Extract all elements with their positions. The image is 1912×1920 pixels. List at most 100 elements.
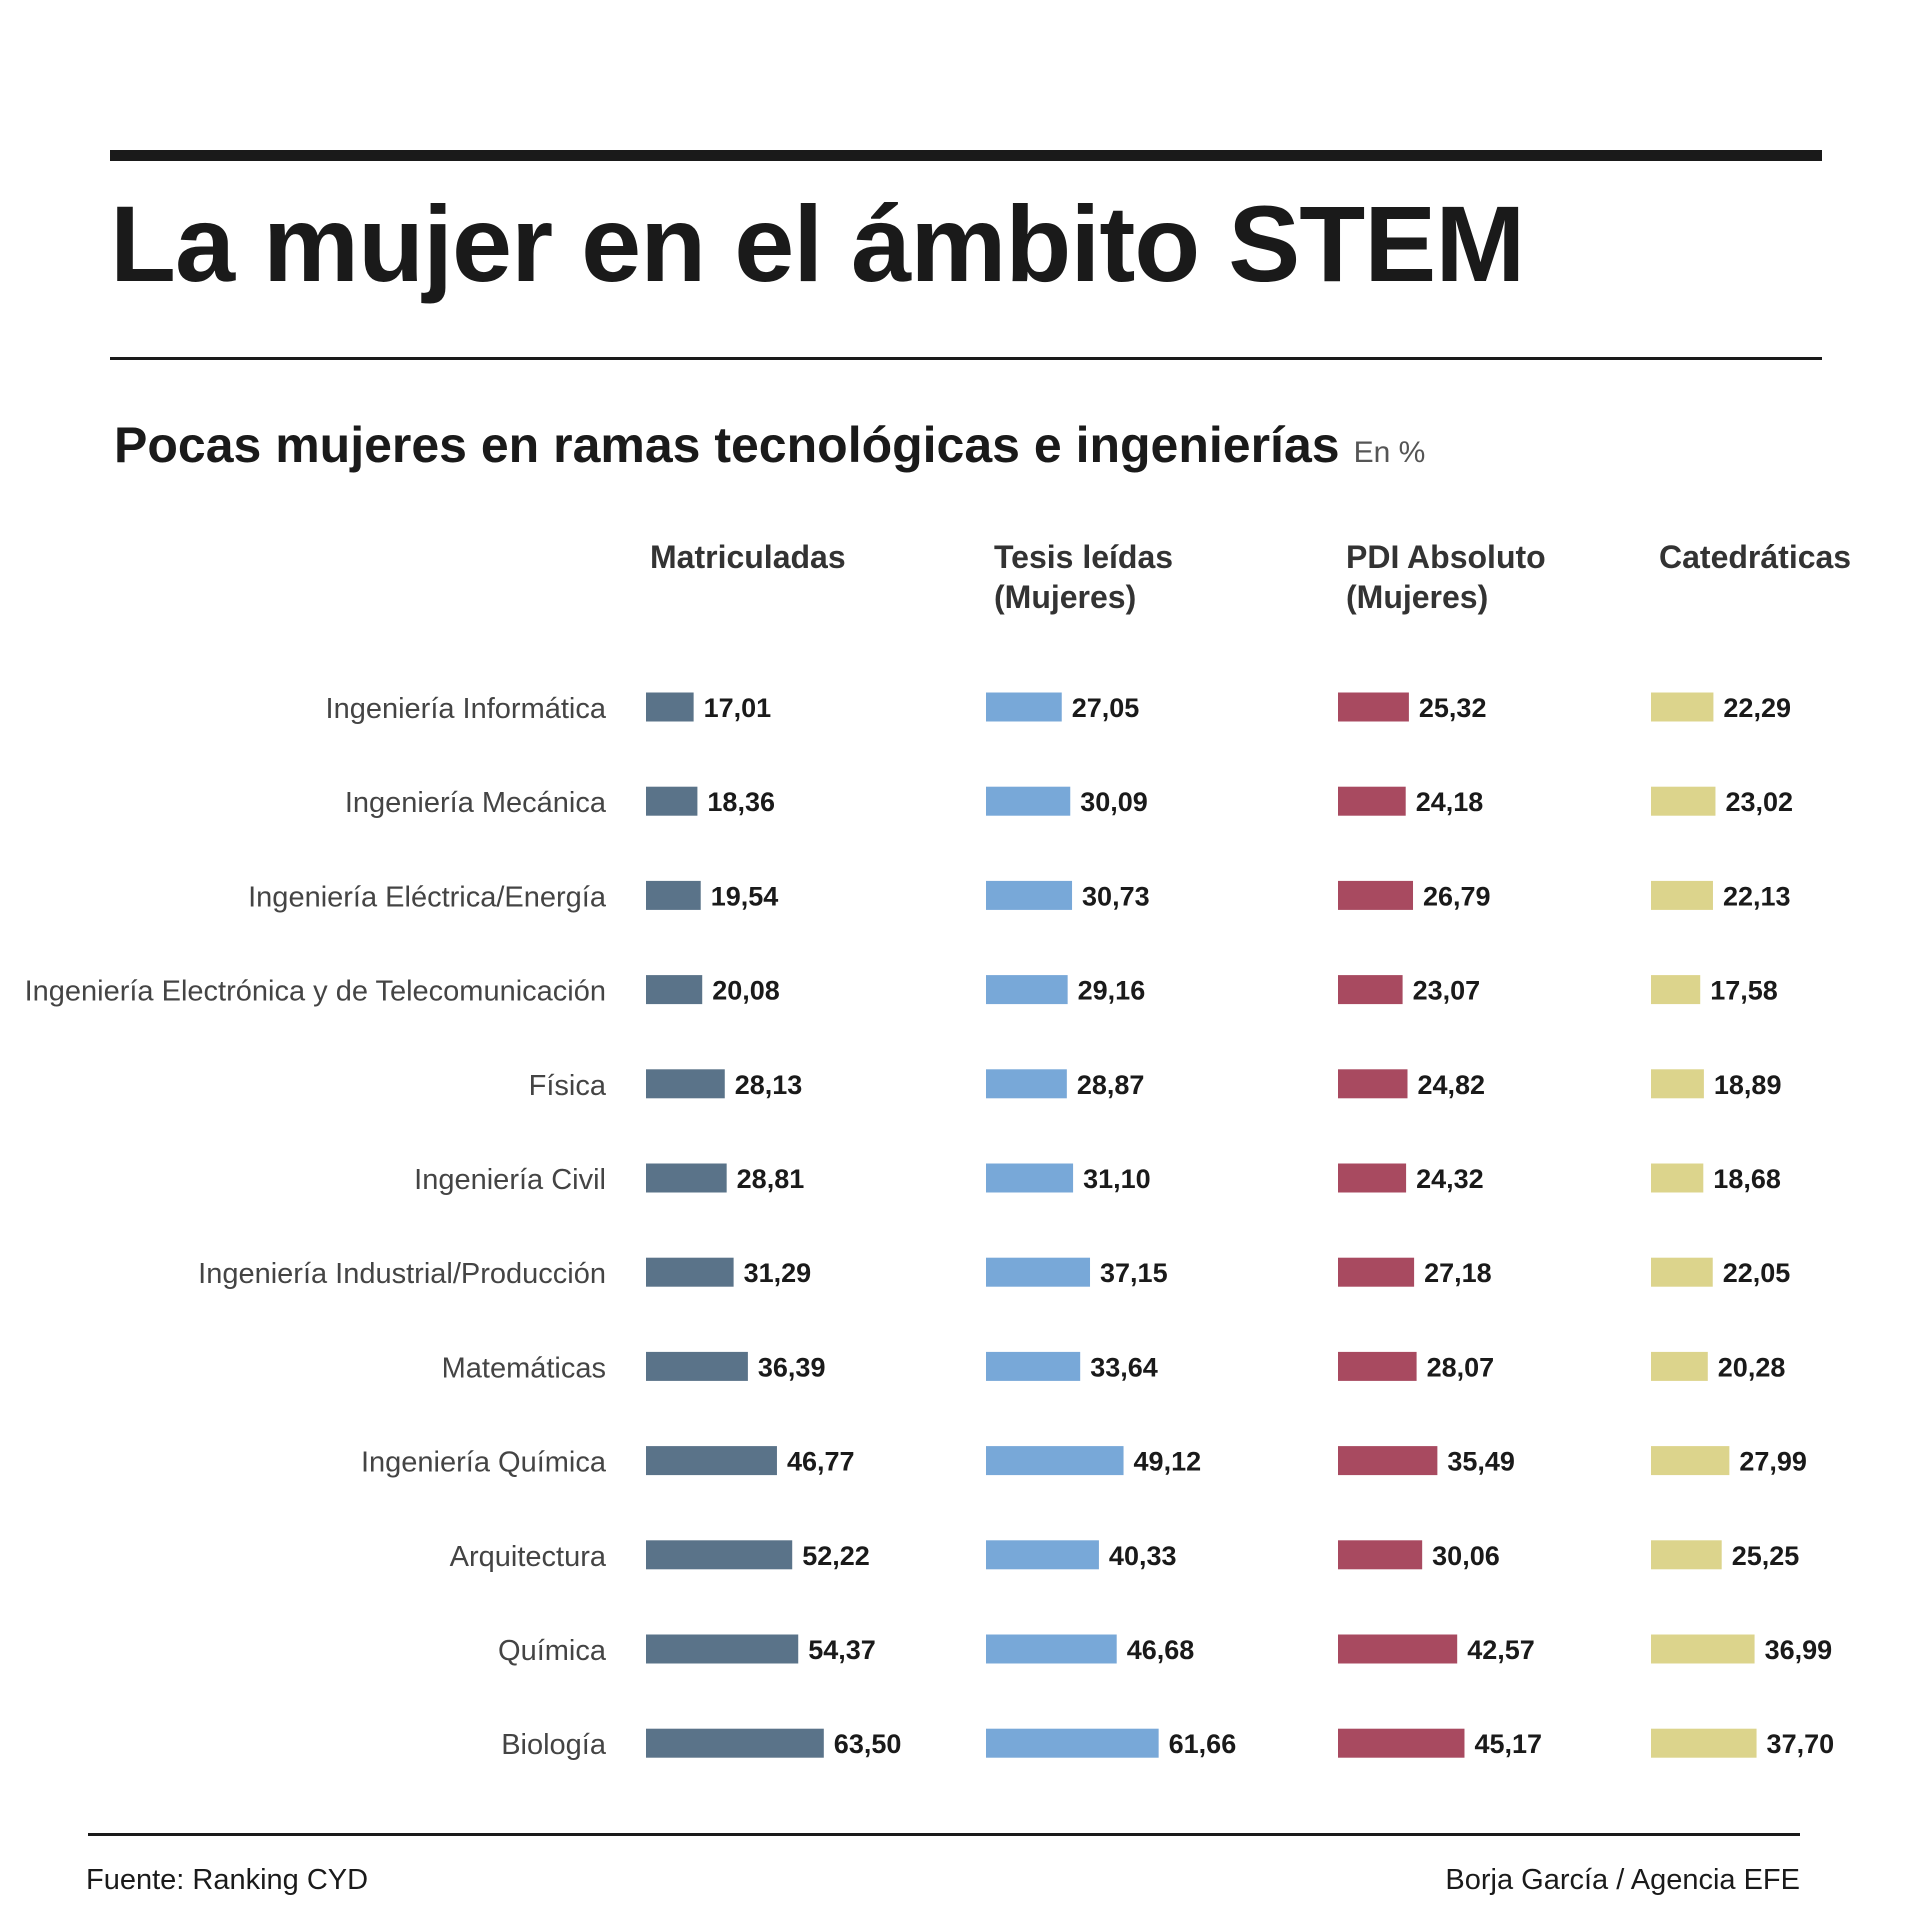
bar-value-label: 25,32	[1419, 693, 1487, 723]
category-label: Biología	[501, 1729, 607, 1761]
bar-value-label: 35,49	[1447, 1447, 1515, 1477]
bar-value-label: 17,01	[704, 693, 772, 723]
category-label: Matemáticas	[442, 1352, 606, 1384]
bar-value-label: 18,89	[1714, 1070, 1782, 1100]
bar	[1651, 1163, 1704, 1193]
bar-value-label: 30,09	[1080, 787, 1148, 817]
bar-value-label: 46,68	[1127, 1635, 1195, 1665]
bar	[1651, 1446, 1730, 1476]
chart-unit: En %	[1353, 436, 1426, 469]
bar-value-label: 40,33	[1109, 1541, 1177, 1571]
column-header: (Mujeres)	[994, 579, 1136, 615]
bar	[646, 1728, 824, 1758]
bottom-rule	[88, 1833, 1800, 1836]
bar	[646, 1163, 727, 1193]
bar-value-label: 20,28	[1718, 1352, 1786, 1382]
column-header: (Mujeres)	[1346, 579, 1488, 615]
bar	[986, 1257, 1091, 1287]
bar	[1651, 1634, 1755, 1664]
bar-value-label: 30,73	[1082, 881, 1150, 911]
bar	[1651, 975, 1701, 1005]
bar-value-label: 19,54	[711, 881, 779, 911]
bar-value-label: 24,32	[1416, 1164, 1484, 1194]
bar-value-label: 49,12	[1134, 1447, 1202, 1477]
bar	[986, 880, 1073, 910]
bar	[646, 1257, 734, 1287]
bar	[646, 880, 701, 910]
title-rule	[110, 357, 1822, 360]
bar	[1338, 1728, 1465, 1758]
bar-value-label: 52,22	[802, 1541, 870, 1571]
bar	[1338, 1163, 1407, 1193]
bar	[986, 1069, 1067, 1099]
bar-value-label: 36,39	[758, 1352, 826, 1382]
source-note: Fuente: Ranking CYD	[86, 1864, 369, 1896]
bar	[1338, 786, 1406, 816]
bar	[1338, 1540, 1423, 1570]
bar	[646, 1069, 725, 1099]
bar	[1338, 1634, 1458, 1664]
bar-value-label: 33,64	[1090, 1352, 1158, 1382]
bar-value-label: 23,02	[1725, 787, 1793, 817]
bar-value-label: 18,36	[707, 787, 775, 817]
bar	[1651, 1540, 1722, 1570]
bar-value-label: 25,25	[1732, 1541, 1800, 1571]
bar-value-label: 37,70	[1767, 1729, 1835, 1759]
bar	[1338, 1069, 1408, 1099]
bar	[986, 1163, 1074, 1193]
bar-value-label: 17,58	[1710, 976, 1778, 1006]
bar-value-label: 24,18	[1416, 787, 1484, 817]
bar-value-label: 46,77	[787, 1447, 855, 1477]
bar-value-label: 31,29	[744, 1258, 812, 1288]
category-label: Ingeniería Informática	[326, 693, 607, 725]
bar	[646, 786, 698, 816]
bar	[986, 786, 1071, 816]
column-header: Matriculadas	[650, 539, 846, 575]
bar-value-label: 20,08	[712, 976, 780, 1006]
bar-value-label: 22,05	[1723, 1258, 1791, 1288]
bar	[1338, 692, 1409, 722]
bar-value-label: 36,99	[1765, 1635, 1833, 1665]
bar	[1338, 1257, 1415, 1287]
bar-value-label: 22,13	[1723, 881, 1791, 911]
bar	[1651, 1351, 1708, 1381]
column-header: Catedráticas	[1659, 539, 1851, 575]
bar-value-label: 54,37	[808, 1635, 876, 1665]
bar-value-label: 27,18	[1424, 1258, 1492, 1288]
category-label: Ingeniería Electrónica y de Telecomunica…	[25, 976, 606, 1008]
bar-value-label: 31,10	[1083, 1164, 1151, 1194]
bar	[1651, 1728, 1757, 1758]
bar-value-label: 61,66	[1169, 1729, 1237, 1759]
category-label: Química	[498, 1635, 607, 1667]
category-label: Ingeniería Civil	[414, 1164, 606, 1196]
bar	[986, 1540, 1099, 1570]
bar-value-label: 23,07	[1413, 976, 1481, 1006]
bar	[1338, 1446, 1438, 1476]
bar	[646, 1351, 748, 1381]
bar	[1338, 1351, 1417, 1381]
bar-value-label: 22,29	[1723, 693, 1791, 723]
bar	[1338, 975, 1403, 1005]
bar	[1651, 880, 1713, 910]
bar-value-label: 28,87	[1077, 1070, 1145, 1100]
bar-value-label: 24,82	[1417, 1070, 1485, 1100]
bar	[646, 975, 703, 1005]
bar	[1338, 880, 1414, 910]
chart-title: Pocas mujeres en ramas tecnológicas e in…	[114, 417, 1340, 473]
bar-value-label: 28,13	[735, 1070, 803, 1100]
bar-value-label: 28,07	[1427, 1352, 1495, 1382]
column-header: PDI Absoluto	[1346, 539, 1546, 575]
bar	[646, 692, 694, 722]
column-header: Tesis leídas	[994, 539, 1173, 575]
top-rule	[110, 150, 1822, 161]
bar-value-label: 37,15	[1100, 1258, 1168, 1288]
bar	[986, 692, 1062, 722]
bar	[1651, 692, 1714, 722]
category-label: Física	[529, 1070, 607, 1102]
bar	[986, 1634, 1117, 1664]
page-title: La mujer en el ámbito STEM	[110, 183, 1525, 304]
bar-value-label: 28,81	[737, 1164, 805, 1194]
bar	[1651, 1069, 1704, 1099]
bar	[986, 1351, 1081, 1381]
bar-value-label: 27,05	[1072, 693, 1140, 723]
